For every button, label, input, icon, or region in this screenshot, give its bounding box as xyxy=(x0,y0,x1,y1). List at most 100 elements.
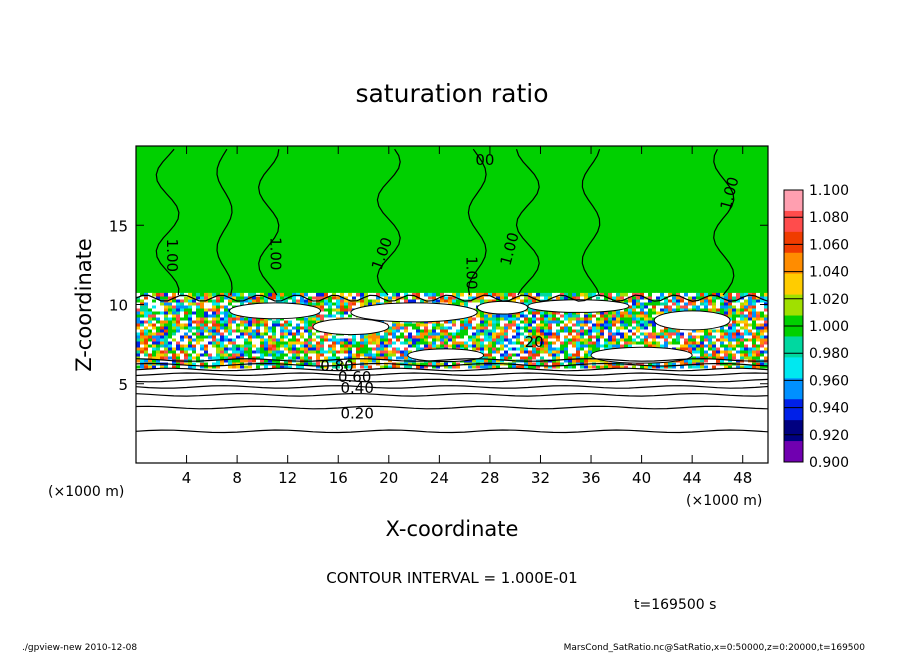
cloud-cell xyxy=(608,331,613,336)
cloud-cell xyxy=(436,364,441,369)
cloud-cell xyxy=(320,355,325,360)
cloud-cell xyxy=(312,352,317,357)
cloud-cell xyxy=(152,346,157,351)
cloud-cell xyxy=(468,364,473,369)
cloud-cell xyxy=(524,361,529,366)
cloud-cell xyxy=(656,292,661,297)
cloud-cell xyxy=(688,364,693,369)
cloud-cell xyxy=(604,310,609,315)
cloud-cell xyxy=(236,361,241,366)
x-tick-label: 44 xyxy=(683,469,702,487)
cloud-cell xyxy=(504,295,509,300)
cloud-cell xyxy=(180,304,185,309)
cloud-cell xyxy=(168,328,173,333)
cloud-cell xyxy=(240,292,245,297)
cloud-cell xyxy=(400,364,405,369)
contour-line xyxy=(136,378,768,383)
cloud-cell xyxy=(176,295,181,300)
cloud-cell xyxy=(640,304,645,309)
cloud-cell xyxy=(392,292,397,297)
cloud-cell xyxy=(760,364,765,369)
cloud-cell xyxy=(704,340,709,345)
cloud-cell xyxy=(372,292,377,297)
cloud-free-pocket xyxy=(590,346,693,364)
cloud-cell xyxy=(432,340,437,345)
cloud-cell xyxy=(748,319,753,324)
cloud-cell xyxy=(628,301,633,306)
cloud-cell xyxy=(748,313,753,318)
cloud-cell xyxy=(740,319,745,324)
cloud-cell xyxy=(596,319,601,324)
cloud-cell xyxy=(568,358,573,363)
cloud-cell xyxy=(236,319,241,324)
cloud-cell xyxy=(252,355,257,360)
cloud-cell xyxy=(672,364,677,369)
cloud-cell xyxy=(692,340,697,345)
cloud-cell xyxy=(424,337,429,342)
cloud-cell xyxy=(220,352,225,357)
cloud-cell xyxy=(720,346,725,351)
cloud-cell xyxy=(524,298,529,303)
cloud-cell xyxy=(708,334,713,339)
cloud-cell xyxy=(332,337,337,342)
cloud-cell xyxy=(640,331,645,336)
cloud-cell xyxy=(472,346,477,351)
cloud-cell xyxy=(268,349,273,354)
cloud-cell xyxy=(392,364,397,369)
cloud-cell xyxy=(652,343,657,348)
cloud-cell xyxy=(164,325,169,330)
cloud-cell xyxy=(580,325,585,330)
cloud-cell xyxy=(692,301,697,306)
cloud-cell xyxy=(256,337,261,342)
cloud-cell xyxy=(732,340,737,345)
cloud-cell xyxy=(420,346,425,351)
cloud-cell xyxy=(368,292,373,297)
cloud-cell xyxy=(140,295,145,300)
cloud-cell xyxy=(624,337,629,342)
cloud-cell xyxy=(688,349,693,354)
cloud-cell xyxy=(724,343,729,348)
cloud-cell xyxy=(260,364,265,369)
cloud-cell xyxy=(652,337,657,342)
cloud-cell xyxy=(560,319,565,324)
cloud-cell xyxy=(548,295,553,300)
cloud-cell xyxy=(184,328,189,333)
cloud-cell xyxy=(300,355,305,360)
cloud-cell xyxy=(768,317,773,321)
cloud-cell xyxy=(404,322,409,327)
x-left-unit-label: (×1000 m) xyxy=(48,484,124,500)
cloud-cell xyxy=(572,328,577,333)
cloud-cell xyxy=(764,322,768,327)
cloud-cell xyxy=(768,350,773,354)
cloud-cell xyxy=(764,349,768,354)
cloud-cell xyxy=(248,337,253,342)
cloud-cell xyxy=(548,331,553,336)
cloud-cell xyxy=(608,295,613,300)
cloud-cell xyxy=(764,301,768,306)
cloud-cell xyxy=(540,349,545,354)
cloud-cell xyxy=(512,364,517,369)
cloud-cell xyxy=(340,298,345,303)
cloud-cell xyxy=(516,361,521,366)
cloud-cell xyxy=(704,292,709,297)
cloud-cell xyxy=(180,325,185,330)
cloud-cell xyxy=(696,346,701,351)
cloud-cell xyxy=(144,343,149,348)
cloud-cell xyxy=(184,355,189,360)
cloud-cell xyxy=(300,322,305,327)
cloud-cell xyxy=(304,337,309,342)
cloud-cell xyxy=(480,328,485,333)
cloud-cell xyxy=(668,292,673,297)
cloud-cell xyxy=(700,349,705,354)
cloud-cell xyxy=(764,319,768,324)
cloud-cell xyxy=(768,311,773,315)
cloud-cell xyxy=(756,301,761,306)
cloud-cell xyxy=(400,352,405,357)
cloud-cell xyxy=(160,313,165,318)
cloud-cell xyxy=(536,337,541,342)
cloud-cell xyxy=(240,361,245,366)
cloud-cell xyxy=(732,310,737,315)
cloud-cell xyxy=(300,328,305,333)
cloud-cell xyxy=(280,352,285,357)
cloud-cell xyxy=(472,340,477,345)
